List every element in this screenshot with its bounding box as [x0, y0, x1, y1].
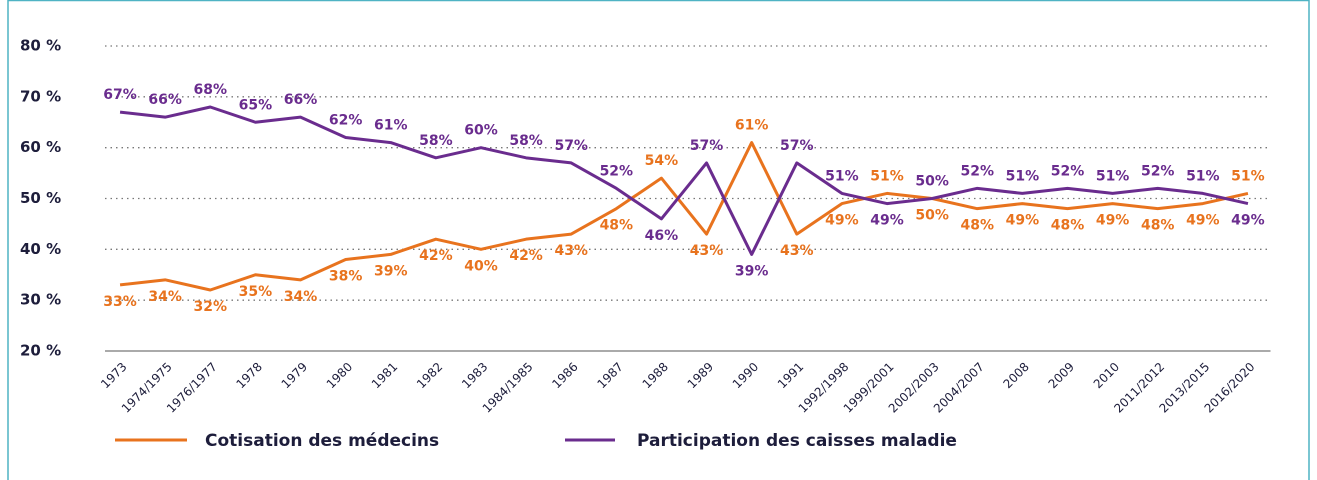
data-label: 57%	[780, 138, 814, 154]
data-label: 58%	[419, 133, 453, 149]
data-label: 57%	[690, 138, 724, 154]
data-label: 49%	[870, 213, 904, 229]
y-tick-label: 50 %	[20, 189, 61, 207]
x-tick-label: 2010	[1091, 360, 1122, 391]
data-label: 67%	[103, 87, 137, 103]
data-label: 34%	[148, 289, 182, 305]
data-label: 51%	[1006, 168, 1040, 184]
data-label: 32%	[194, 299, 228, 315]
data-label: 48%	[600, 218, 634, 234]
data-label: 38%	[329, 269, 363, 285]
data-label: 51%	[870, 168, 904, 184]
legend-label: Participation des caisses maladie	[637, 431, 957, 451]
data-label: 51%	[1096, 168, 1130, 184]
data-label: 50%	[915, 174, 949, 190]
data-label: 68%	[194, 82, 228, 98]
data-label: 66%	[284, 92, 318, 108]
x-tick-label: 1991	[775, 360, 806, 391]
frame	[7, 0, 1310, 480]
data-label: 43%	[780, 243, 814, 259]
x-tick-label: 1973	[98, 360, 129, 391]
x-tick-label: 1978	[234, 360, 265, 391]
data-label: 61%	[374, 118, 408, 134]
data-label: 42%	[509, 248, 543, 264]
data-label: 39%	[735, 263, 769, 279]
x-tick-label: 1990	[730, 360, 761, 391]
data-label: 33%	[103, 294, 137, 310]
data-label: 62%	[329, 113, 363, 129]
data-label: 40%	[464, 258, 498, 274]
data-label: 51%	[1231, 168, 1265, 184]
data-label: 48%	[1141, 218, 1175, 234]
y-tick-label: 20 %	[20, 342, 61, 360]
data-label: 52%	[960, 163, 994, 179]
data-label: 51%	[1186, 168, 1220, 184]
data-label: 34%	[284, 289, 318, 305]
data-label: 46%	[645, 228, 679, 244]
series-line	[119, 105, 1249, 256]
data-label: 61%	[735, 118, 769, 134]
data-label: 49%	[1006, 213, 1040, 229]
y-tick-label: 80 %	[20, 37, 61, 55]
data-label: 54%	[645, 153, 679, 169]
y-tick-label: 40 %	[20, 240, 61, 258]
data-label: 48%	[1051, 218, 1085, 234]
data-label: 52%	[1141, 163, 1175, 179]
data-label: 43%	[690, 243, 724, 259]
data-label: 49%	[1231, 213, 1265, 229]
y-tick-label: 70 %	[20, 87, 61, 105]
data-label: 66%	[148, 92, 182, 108]
data-label: 50%	[915, 208, 949, 224]
data-label: 49%	[825, 213, 859, 229]
x-tick-label: 1987	[594, 360, 625, 391]
x-tick-label: 1981	[369, 360, 400, 391]
data-label: 49%	[1186, 213, 1220, 229]
data-label: 58%	[509, 133, 543, 149]
data-label: 51%	[825, 168, 859, 184]
data-label: 57%	[554, 138, 588, 154]
x-tick-label: 2008	[1000, 360, 1031, 391]
x-tick-label: 1982	[414, 360, 445, 391]
x-tick-label: 1979	[279, 360, 310, 391]
data-label: 60%	[464, 123, 498, 139]
legend-label: Cotisation des médecins	[205, 431, 439, 451]
data-label: 42%	[419, 248, 453, 264]
data-label: 65%	[239, 97, 273, 113]
x-tick-label: 1983	[459, 360, 490, 391]
data-label: 52%	[1051, 163, 1085, 179]
x-tick-label: 1989	[685, 360, 716, 391]
x-tick-label: 1986	[549, 360, 580, 391]
data-label: 48%	[960, 218, 994, 234]
y-tick-label: 60 %	[20, 138, 61, 156]
x-tick-label: 1988	[640, 360, 671, 391]
data-label: 35%	[239, 284, 273, 300]
data-label: 52%	[600, 163, 634, 179]
series-line	[119, 141, 1249, 292]
y-tick-label: 30 %	[20, 291, 61, 309]
data-label: 39%	[374, 263, 408, 279]
data-label: 43%	[554, 243, 588, 259]
x-tick-label: 2009	[1046, 360, 1077, 391]
x-tick-label: 1980	[324, 360, 355, 391]
data-label: 49%	[1096, 213, 1130, 229]
